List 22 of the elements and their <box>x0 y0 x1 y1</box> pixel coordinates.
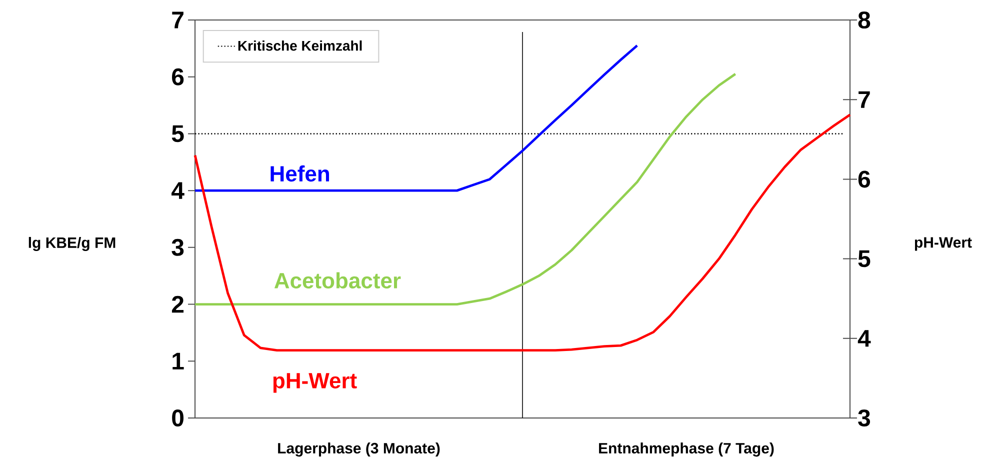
y-axis-title: lg KBE/g FM <box>28 236 116 252</box>
y-tick-label: 1 <box>172 352 184 370</box>
y2-tick-label: 7 <box>858 91 870 108</box>
x-tick-label: Entnahmephase (7 Tage) <box>599 442 774 457</box>
y2-axis-title: pH-Wert <box>914 237 972 251</box>
series-label: Acetobacter <box>274 272 401 288</box>
y2-tick-label: 4 <box>858 330 871 347</box>
y-tick-label: 7 <box>172 12 184 28</box>
series-label: pH-Wert <box>273 373 357 393</box>
y-tick-label: 5 <box>172 125 184 142</box>
y-tick-label: 3 <box>172 238 184 256</box>
series-label: Hefen <box>270 165 329 182</box>
x-tick-label: Lagerphase (3 Monate) <box>278 442 440 457</box>
y2-tick-label: 5 <box>858 250 870 268</box>
y-tick-label: 0 <box>172 410 184 426</box>
legend-label: Kritische Keimzahl <box>238 40 362 51</box>
y2-tick-label: 8 <box>858 12 870 28</box>
y2-tick-label: 6 <box>858 170 870 188</box>
y2-tick-label: 3 <box>858 409 870 426</box>
y-tick-label: 2 <box>172 296 184 313</box>
y-tick-label: 6 <box>172 68 184 86</box>
y-tick-label: 4 <box>171 182 184 199</box>
